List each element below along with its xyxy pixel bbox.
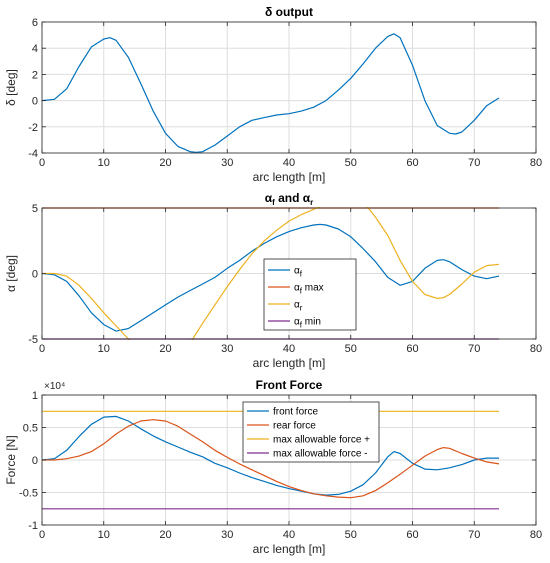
- x-tick-label: 50: [345, 529, 357, 541]
- y-tick-label: 6: [32, 17, 38, 29]
- legend: front force rear force max allowable force…: [242, 401, 380, 463]
- x-tick-label: 30: [221, 343, 233, 355]
- legend-label: αf: [294, 266, 303, 279]
- x-tick-label: 10: [98, 343, 110, 355]
- y-tick-label: -1: [28, 520, 38, 532]
- legend-label: αf max: [294, 283, 324, 296]
- legend-label: αf min: [294, 317, 321, 330]
- x-tick-label: 40: [283, 529, 295, 541]
- y-tick-label: 0: [32, 269, 38, 281]
- x-tick-label: 0: [39, 343, 45, 355]
- y-axis-label: Force [N]: [4, 435, 18, 484]
- x-tick-label: 60: [406, 529, 418, 541]
- x-tick-label: 0: [39, 529, 45, 541]
- y-tick-label: 2: [32, 69, 38, 81]
- x-tick-label: 60: [406, 343, 418, 355]
- y-tick-label: 1: [32, 390, 38, 402]
- x-tick-label: 50: [345, 343, 357, 355]
- x-tick-label: 20: [159, 157, 171, 169]
- y-multiplier: ×10⁴: [44, 381, 65, 392]
- y-tick-label: 5: [32, 203, 38, 215]
- legend-box: [242, 401, 380, 463]
- x-tick-label: 80: [530, 529, 542, 541]
- legend-box: [263, 258, 357, 331]
- x-tick-label: 80: [530, 343, 542, 355]
- x-tick-label: 70: [468, 343, 480, 355]
- legend-label: rear force: [273, 421, 316, 432]
- y-tick-label: -2: [28, 122, 38, 134]
- x-tick-label: 60: [406, 157, 418, 169]
- legend-label: front force: [273, 407, 318, 418]
- series-line-1: [42, 33, 500, 153]
- x-tick-label: 30: [221, 157, 233, 169]
- x-axis-label: arc length [m]: [253, 170, 326, 184]
- series-line-front-force: [42, 415, 499, 496]
- y-tick-label: 4: [32, 43, 38, 55]
- chart-title: αf and αr: [265, 191, 314, 207]
- x-tick-label: 40: [283, 157, 295, 169]
- chart-panel-1: 0 10 20 30 40 50 60 70 80 -4 -2 0 2 4 6 δ output arc len…: [4, 5, 542, 184]
- x-tick-label: 70: [468, 529, 480, 541]
- y-tick-label: -5: [28, 334, 38, 346]
- legend-label: αr: [294, 300, 303, 313]
- y-axis-label: α [deg]: [4, 255, 18, 292]
- series-group: [42, 33, 500, 153]
- y-tick-label: -4: [28, 148, 38, 160]
- x-tick-label: 70: [468, 157, 480, 169]
- y-tick-label: 0.5: [23, 423, 38, 435]
- x-tick-label: 10: [98, 157, 110, 169]
- chart-panel-3: 0 10 20 30 40 50 60 70 80 -1 -0.5 0 0.5 1 ×10⁴ Front Fo…: [4, 378, 542, 556]
- legend-label: max allowable force +: [273, 435, 370, 446]
- series-line--f: [42, 223, 500, 332]
- y-tick-label: 0: [32, 96, 38, 108]
- x-tick-label: 20: [159, 343, 171, 355]
- legend-label: max allowable force -: [273, 449, 367, 460]
- x-tick-label: 40: [283, 343, 295, 355]
- x-axis-label: arc length [m]: [253, 356, 326, 370]
- legend: αf αf max αr αf min: [263, 258, 357, 331]
- x-tick-label: 80: [530, 157, 542, 169]
- y-axis-label: δ [deg]: [4, 69, 18, 106]
- x-axis-label: arc length [m]: [253, 542, 326, 556]
- series-line--r: [42, 207, 500, 340]
- chart-title: δ output: [265, 5, 313, 19]
- x-tick-label: 50: [345, 157, 357, 169]
- series-line-rear-force: [42, 419, 500, 499]
- y-tick-label: -0.5: [19, 488, 38, 500]
- chart-title: Front Force: [256, 378, 323, 392]
- x-tick-label: 20: [159, 529, 171, 541]
- x-tick-label: 30: [221, 529, 233, 541]
- y-tick-label: 0: [32, 455, 38, 467]
- x-tick-label: 0: [39, 157, 45, 169]
- x-tick-label: 10: [98, 529, 110, 541]
